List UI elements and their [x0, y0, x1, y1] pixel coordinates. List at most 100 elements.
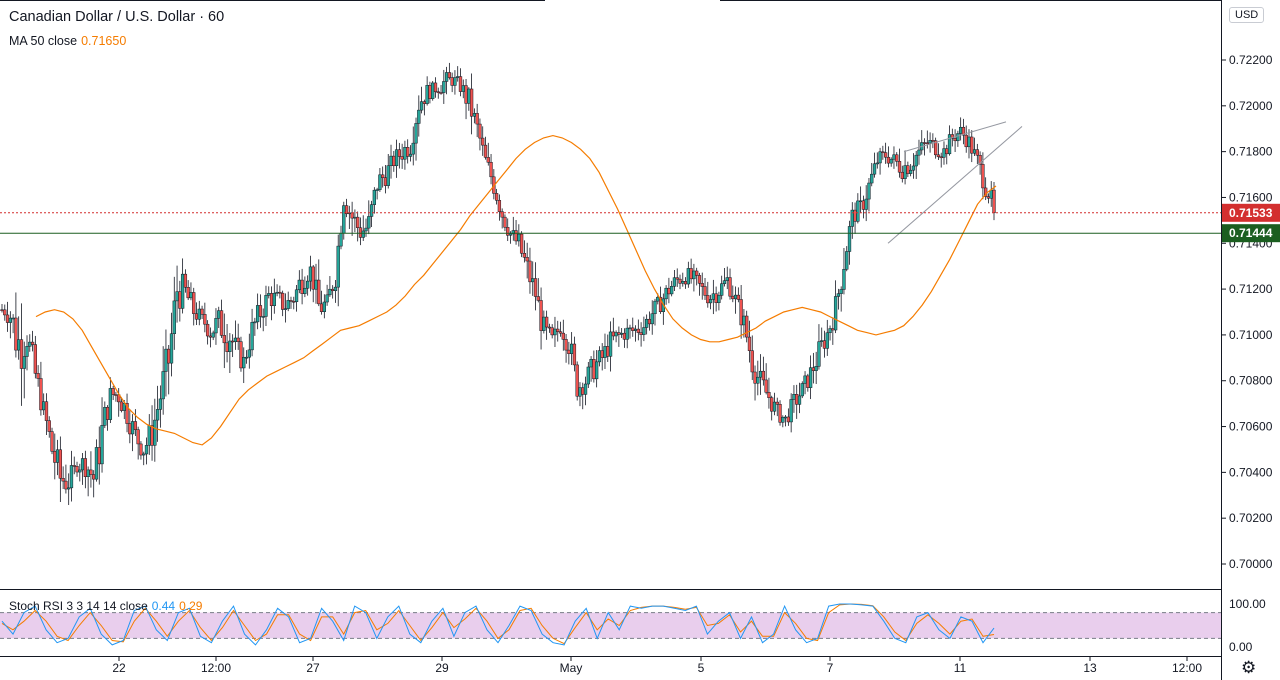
candle-down [58, 449, 63, 479]
candle-down [572, 343, 577, 366]
candle-up [22, 356, 26, 369]
candle-down [822, 340, 827, 349]
candle-down [203, 314, 207, 325]
ma-label: MA 50 close [9, 34, 78, 48]
candle-down [105, 407, 110, 420]
ma-50-polyline [35, 134, 997, 446]
stoch-rsi-legend[interactable]: Stoch RSI 3 3 14 14 close 0.44 0.29 [9, 599, 202, 613]
candle-down [289, 300, 293, 302]
currency-badge[interactable]: USD [1229, 7, 1265, 23]
candle-up [142, 453, 146, 456]
candle-up [917, 149, 921, 156]
candle-up [180, 273, 185, 309]
stoch-d-line [1, 603, 995, 645]
candle-up [456, 76, 460, 78]
candle-up [817, 341, 821, 367]
candle-down [358, 227, 363, 238]
candle-down [981, 164, 985, 189]
candle-down [606, 346, 610, 357]
wedge-lower-line [887, 126, 1023, 244]
candle-down [19, 339, 24, 369]
candle-down [547, 326, 552, 329]
candle-down [683, 281, 688, 285]
candle-down [961, 126, 966, 136]
plot-frame [0, 0, 1222, 680]
candle-up [814, 366, 818, 371]
candle-down [933, 140, 938, 156]
ma-value: 0.71650 [81, 34, 127, 48]
candle-down [675, 277, 679, 280]
gear-icon[interactable]: ⚙ [1241, 658, 1257, 677]
time-axis[interactable]: 22 12:00 27 29 May 5 7 11 13 12:00 [112, 656, 1202, 675]
candle-down [75, 466, 79, 473]
candle-up [603, 346, 607, 358]
candle-up [403, 147, 407, 160]
candle-up [833, 296, 838, 331]
candle-down [936, 154, 941, 158]
candle-down [736, 294, 741, 300]
candle-down [139, 443, 143, 456]
candle-down [703, 286, 707, 296]
candle-down [853, 209, 857, 222]
candle-down [795, 394, 799, 405]
candle-up [461, 85, 465, 92]
candle-down [695, 270, 699, 276]
candle-up [717, 295, 721, 303]
candle-down [906, 165, 910, 174]
candle-down [236, 337, 240, 342]
candle-down [111, 388, 115, 395]
candle-down [806, 375, 810, 388]
candle-up [800, 383, 804, 397]
candle-down [528, 260, 532, 283]
candle-up [353, 216, 357, 219]
candle-down [739, 299, 743, 326]
candle-down [14, 317, 18, 351]
rising-wedge-drawing[interactable] [887, 121, 1023, 244]
candle-down [269, 293, 274, 306]
price-tick-label: 0.70600 [1229, 420, 1273, 434]
candle-up [842, 269, 846, 290]
candle-down [636, 328, 640, 333]
candle-down [897, 161, 902, 173]
candle-down [114, 394, 118, 396]
candle-down [811, 367, 816, 371]
candle-down [278, 291, 282, 294]
candle-down [331, 288, 335, 292]
candle-down [3, 309, 7, 316]
horizontal-levels[interactable] [0, 212, 1221, 234]
candle-up [742, 315, 746, 326]
candle-down [47, 420, 51, 432]
ma-legend[interactable]: MA 50 close 0.71650 [9, 34, 126, 48]
candle-up [11, 317, 15, 320]
candle-up [197, 308, 201, 320]
candle-up [608, 331, 613, 357]
candle-up [803, 375, 807, 384]
candle-down [519, 233, 524, 254]
candle-up [711, 293, 716, 300]
candle-down [469, 88, 474, 117]
candle-down [631, 327, 635, 331]
candle-down [205, 323, 210, 337]
candle-up [328, 288, 332, 296]
candle-up [531, 278, 535, 283]
stoch-rsi-label: Stoch RSI 3 3 14 14 close [9, 599, 148, 613]
candle-up [419, 101, 424, 111]
candle-down [544, 316, 549, 328]
candle-down [183, 273, 188, 288]
candle-down [550, 327, 554, 336]
symbol-title[interactable]: Canadian Dollar / U.S. Dollar · 60 [9, 9, 225, 25]
candle-up [783, 416, 788, 419]
candle-up [8, 317, 12, 323]
candle-up [214, 318, 218, 334]
candle-down [150, 425, 154, 446]
candle-up [722, 280, 727, 284]
candle-down [300, 279, 304, 294]
candle-down [706, 295, 710, 304]
stoch-k-value: 0.44 [151, 599, 176, 613]
candle-up [286, 300, 290, 309]
candle-down [939, 156, 943, 159]
candle-down [881, 151, 885, 153]
candle-up [297, 279, 301, 291]
candle-up [161, 371, 165, 400]
